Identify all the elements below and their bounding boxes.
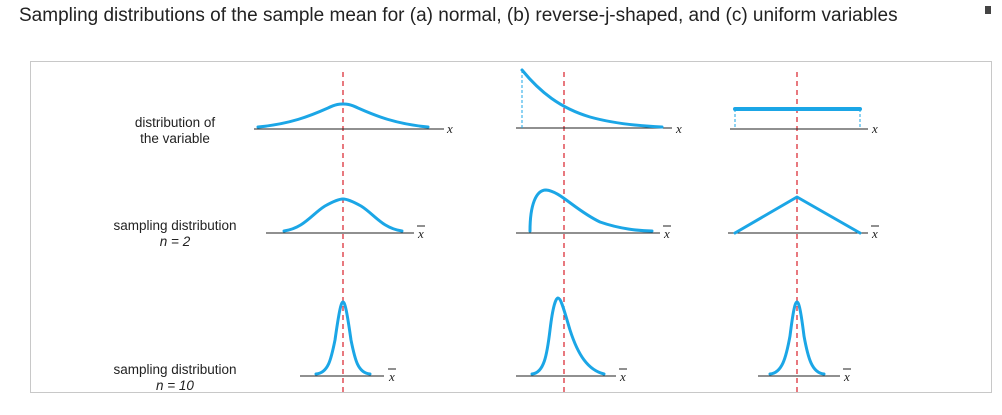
axis-label-normal-variable: x [446, 121, 453, 136]
xbar-label-normal-n10: x [388, 368, 396, 384]
xbar-label-reverse-j-n10: x [619, 368, 627, 384]
axis-label-uniform-n10: x [843, 369, 850, 384]
figure-frame [30, 61, 992, 393]
axis-label-uniform-variable: x [871, 121, 878, 136]
uniform-tick-marks [521, 70, 861, 129]
curve-reverse-j-variable [520, 68, 664, 129]
row-label-n10-line1: sampling distribution [113, 362, 237, 377]
xbar-label-reverse-j-n2: x [663, 225, 671, 241]
curve-reverse-j-n2 [528, 188, 654, 233]
page-title: Sampling distributions of the sample mea… [19, 5, 898, 26]
curve-normal-n10 [314, 300, 372, 376]
row-label-n2-line2: n = 2 [159, 234, 191, 249]
axis-label-reverse-j-n10: x [619, 369, 626, 384]
axis-label-uniform-n2: x [871, 226, 878, 241]
curve-uniform-n10 [768, 300, 826, 376]
axis-label-reverse-j-variable: x [675, 121, 682, 136]
axis-label-normal-n2: x [417, 226, 424, 241]
axes [254, 127, 868, 377]
mean-lines [342, 72, 798, 392]
row-label-n10: sampling distribution n = 10 [100, 362, 250, 394]
row-label-variable-line2: the variable [140, 131, 210, 146]
row-label-n2: sampling distribution n = 2 [100, 218, 250, 250]
row-label-n10-line2: n = 10 [156, 378, 194, 393]
axis-label-normal-n10: x [388, 369, 395, 384]
xbar-label-uniform-n10: x [843, 368, 851, 384]
axis-labels: x x x x x x x x x [388, 121, 879, 384]
curve-normal-variable [256, 102, 430, 129]
title-mark [985, 6, 991, 14]
xbar-label-normal-n2: x [417, 225, 425, 241]
curves [256, 68, 862, 376]
row-label-variable-line1: distribution of [134, 115, 216, 130]
curve-reverse-j-n10 [530, 296, 606, 376]
axis-label-reverse-j-n2: x [663, 226, 670, 241]
row-label-n2-line1: sampling distribution [113, 218, 237, 233]
curve-normal-n2 [282, 197, 404, 233]
row-label-variable: distribution of the variable [112, 115, 238, 147]
curve-uniform-n2 [733, 195, 862, 235]
xbar-label-uniform-n2: x [871, 225, 879, 241]
